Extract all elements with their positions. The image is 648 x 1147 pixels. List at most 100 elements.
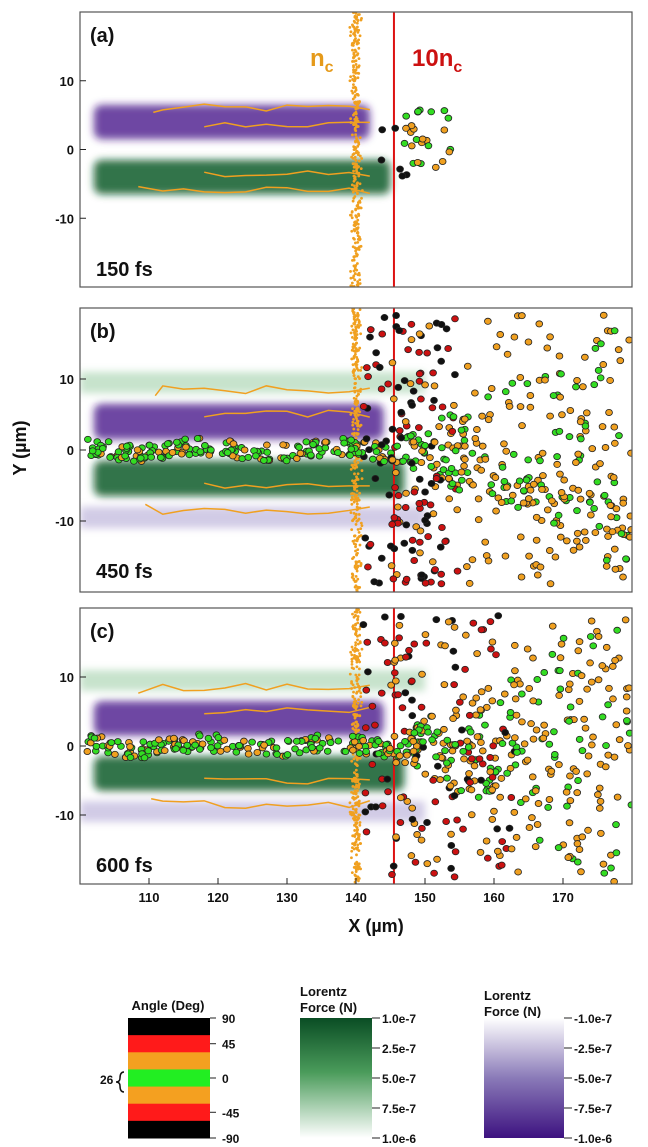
nc-wall-point (354, 436, 358, 440)
particle (452, 706, 460, 714)
particle (555, 427, 564, 435)
particle (371, 803, 380, 811)
nc-wall-point (355, 665, 359, 669)
nc-wall-point (357, 159, 361, 163)
particle (121, 452, 129, 460)
particle (361, 724, 370, 732)
nc-wall-point (355, 826, 359, 830)
particle (490, 807, 498, 815)
nc-wall-point (352, 427, 356, 431)
particle (424, 533, 432, 541)
particle (615, 432, 623, 440)
nc-wall-point (348, 25, 352, 29)
particle (487, 481, 496, 489)
nc-wall-point (354, 314, 358, 317)
nc-wall-point (357, 862, 361, 866)
particle (126, 753, 135, 761)
particle (551, 553, 560, 561)
particle (380, 314, 389, 322)
particle (508, 379, 517, 387)
nc-wall-point (357, 673, 361, 677)
particle (394, 691, 402, 699)
force-tick-label: -2.5e-7 (574, 1042, 612, 1056)
nc-wall-point (356, 41, 359, 44)
particle (98, 444, 107, 452)
particle (595, 784, 604, 792)
nc-wall-point (354, 63, 358, 66)
nc-wall-point (352, 223, 356, 227)
nc-contours (144, 385, 370, 516)
nc-wall-point (356, 314, 360, 318)
particle (584, 752, 593, 760)
particle (383, 658, 392, 666)
particle (625, 684, 632, 692)
particle (554, 844, 563, 852)
nc-wall-point (355, 162, 358, 166)
nc-wall-point (357, 28, 361, 32)
nc-wall-point (359, 332, 363, 336)
nc-wall-point (357, 799, 361, 803)
particle (423, 349, 431, 357)
particle (402, 489, 410, 497)
particle (594, 633, 603, 641)
particle (106, 453, 114, 461)
particles (83, 612, 632, 884)
nc-wall-point (356, 206, 360, 210)
nc-wall-point (352, 83, 355, 87)
particle (627, 526, 632, 534)
particle (599, 311, 608, 319)
particle (372, 349, 380, 357)
nc-wall-point (356, 100, 360, 104)
particle (438, 523, 446, 531)
nc-wall-point (353, 278, 357, 282)
particle (390, 732, 399, 740)
nc-wall-point (359, 18, 363, 22)
particle (460, 755, 468, 763)
particle (207, 446, 215, 454)
nc-wall-point (356, 76, 360, 80)
particle (440, 681, 449, 689)
particle (569, 546, 578, 554)
angle-tick-label: 90 (222, 1012, 236, 1026)
nc-wall-point (350, 463, 354, 467)
particle (395, 621, 404, 629)
nc-wall-point (357, 835, 361, 838)
nc-wall-point (357, 57, 361, 61)
particle (449, 715, 457, 723)
nc-wall-point (351, 245, 355, 249)
particle (545, 547, 554, 555)
nc-wall-point (350, 810, 354, 814)
nc-wall-point (354, 334, 358, 338)
nc-wall-point (355, 828, 359, 832)
particle (457, 468, 466, 476)
nc-wall-point (355, 341, 358, 345)
particle (429, 369, 437, 377)
particle (494, 847, 502, 855)
particle (291, 745, 299, 753)
angle-colorbar-bracket (115, 1071, 125, 1093)
particle (451, 371, 459, 379)
nc-wall-point (358, 813, 362, 817)
particle (588, 741, 596, 749)
nc-wall-point (349, 650, 353, 654)
particle (191, 741, 199, 749)
x-tick-label: 150 (414, 890, 436, 905)
nc-wall-point (356, 585, 360, 589)
nc-wall-point (356, 638, 359, 642)
particle (410, 640, 419, 648)
nc-wall-point (356, 677, 360, 681)
nc-wall-point (349, 511, 353, 514)
particle (460, 415, 469, 423)
particle (346, 451, 354, 459)
panels (80, 12, 632, 884)
particle (372, 448, 381, 456)
particle (411, 858, 420, 866)
particle (384, 788, 392, 796)
particle (497, 498, 506, 506)
particle (402, 653, 410, 661)
particle (421, 770, 430, 778)
nc-wall-point (355, 419, 359, 423)
particle (609, 662, 617, 670)
particle (455, 486, 464, 494)
nc-wall-point (351, 199, 355, 203)
